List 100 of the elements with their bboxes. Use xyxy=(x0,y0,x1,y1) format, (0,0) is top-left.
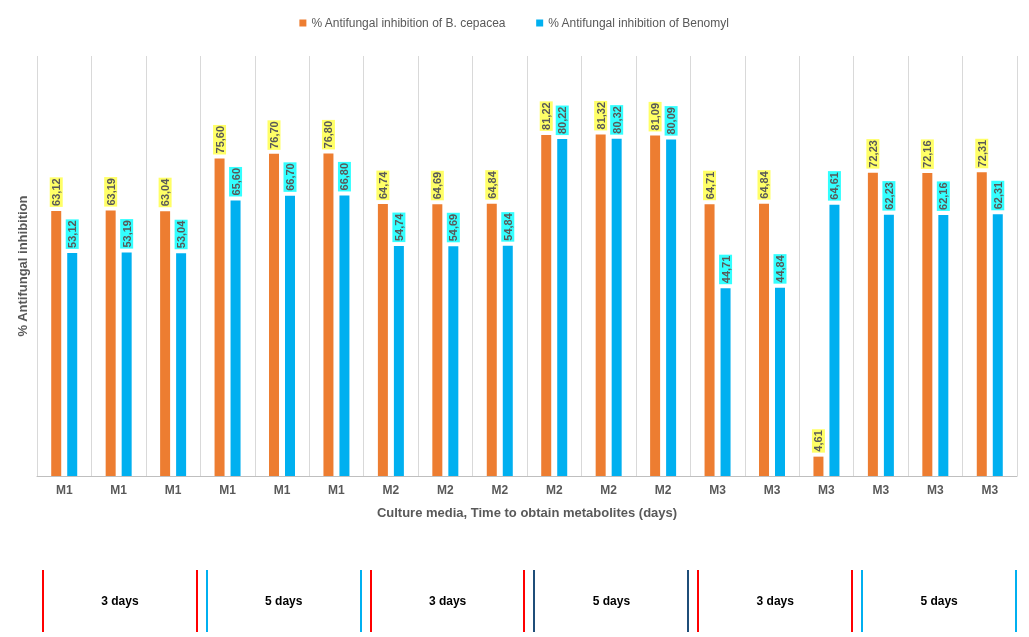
data-label: 66,80 xyxy=(338,162,351,191)
x-tick-label: M2 xyxy=(437,483,454,497)
data-label: 64,74 xyxy=(376,170,389,200)
bar xyxy=(922,172,933,476)
x-tick-label: M3 xyxy=(709,483,727,497)
data-label: 53,12 xyxy=(66,220,79,248)
bar xyxy=(720,288,731,476)
bar xyxy=(611,138,622,476)
bar xyxy=(813,456,824,476)
bracket-divider: 5 days xyxy=(861,570,1017,632)
bracket-divider: 5 days xyxy=(533,570,690,632)
bar xyxy=(51,210,62,476)
x-tick-label: M2 xyxy=(491,483,509,497)
data-label: 53,04 xyxy=(175,219,188,249)
y-axis-title: % Antifungal inhibition xyxy=(15,195,30,337)
x-tick-label: M3 xyxy=(872,483,890,497)
data-label: 64,84 xyxy=(485,170,498,199)
bar xyxy=(448,246,459,476)
bar xyxy=(502,245,513,476)
data-label: 64,71 xyxy=(703,171,716,200)
x-tick-label: M2 xyxy=(382,483,400,497)
bar xyxy=(432,204,443,476)
bar xyxy=(704,204,715,476)
bar xyxy=(377,204,388,476)
bar xyxy=(650,135,661,476)
data-label: 64,84 xyxy=(758,170,770,199)
x-tick-label: M1 xyxy=(110,483,128,497)
data-label: 63,04 xyxy=(159,177,172,207)
x-tick-label: M1 xyxy=(273,483,291,497)
data-label: 81,22 xyxy=(540,102,553,130)
bar xyxy=(393,246,404,476)
data-label: 65,60 xyxy=(229,167,242,196)
bar xyxy=(829,204,840,476)
data-label: 54,74 xyxy=(392,212,405,242)
x-tick-label: M2 xyxy=(654,483,672,497)
bar xyxy=(976,172,987,476)
data-label: 53,19 xyxy=(120,220,133,248)
bar xyxy=(557,139,568,476)
data-label: 66,70 xyxy=(284,163,296,191)
bar xyxy=(323,153,334,476)
data-label: 64,61 xyxy=(828,172,841,200)
data-label: 62,16 xyxy=(937,182,950,210)
x-tick-label: M1 xyxy=(164,483,182,497)
x-tick-label: M1 xyxy=(219,483,237,497)
bar xyxy=(775,287,785,476)
x-tick-label: M1 xyxy=(328,483,346,497)
data-label: 72,23 xyxy=(866,140,879,168)
bar xyxy=(759,203,769,476)
data-label: 63,19 xyxy=(104,178,117,206)
x-tick-label: M3 xyxy=(927,483,944,497)
data-label: 4,61 xyxy=(812,430,825,452)
bar xyxy=(938,214,949,476)
bar xyxy=(595,134,606,476)
bar xyxy=(214,158,225,476)
bar xyxy=(883,214,894,476)
data-label: 76,70 xyxy=(268,121,280,149)
bar xyxy=(105,210,116,476)
data-label: 54,84 xyxy=(501,212,514,241)
bar xyxy=(285,195,295,476)
bar xyxy=(176,253,187,476)
data-label: 76,80 xyxy=(322,120,335,149)
bar xyxy=(121,252,132,476)
data-label: 44,71 xyxy=(719,255,732,284)
data-label: 75,60 xyxy=(213,125,226,154)
bar xyxy=(67,252,78,476)
bar xyxy=(486,203,497,476)
bracket-divider: 3 days xyxy=(42,570,198,632)
bar xyxy=(230,200,241,476)
bar xyxy=(541,134,552,476)
legend-label: % Antifungal inhibition of Benomyl xyxy=(548,16,729,30)
bar xyxy=(339,195,350,476)
data-label: 62,31 xyxy=(991,181,1004,210)
bar xyxy=(269,153,279,476)
x-tick-label: M3 xyxy=(981,483,999,497)
bar xyxy=(867,172,878,476)
bracket-divider: 3 days xyxy=(369,570,526,632)
data-label: 81,32 xyxy=(594,101,607,130)
data-label: 64,69 xyxy=(431,171,444,200)
x-tick-label: M2 xyxy=(600,483,618,497)
x-tick-label: M1 xyxy=(55,483,73,497)
data-label: 80,09 xyxy=(665,107,678,135)
data-label: 62,23 xyxy=(882,182,895,210)
data-label: 72,16 xyxy=(921,140,934,168)
data-label: 63,12 xyxy=(50,178,63,206)
data-label: 80,22 xyxy=(556,106,569,135)
bar xyxy=(666,139,677,476)
x-tick-label: M2 xyxy=(545,483,563,497)
data-label: 54,69 xyxy=(447,213,460,242)
x-axis-title: Culture media, Time to obtain metabolites (days) xyxy=(376,505,678,520)
data-label: 44,84 xyxy=(774,254,786,283)
x-tick-label: M3 xyxy=(818,483,836,497)
legend-label: % Antifungal inhibition of B. cepacea xyxy=(311,16,506,30)
data-label: 81,09 xyxy=(649,102,662,131)
x-tick-label: M3 xyxy=(763,483,781,497)
data-label: 80,32 xyxy=(610,106,623,134)
bracket-divider: 3 days xyxy=(697,570,854,632)
bar xyxy=(992,214,1003,476)
data-label: 72,31 xyxy=(975,139,988,168)
bracket-divider: 5 days xyxy=(205,570,362,632)
bar xyxy=(160,211,171,476)
